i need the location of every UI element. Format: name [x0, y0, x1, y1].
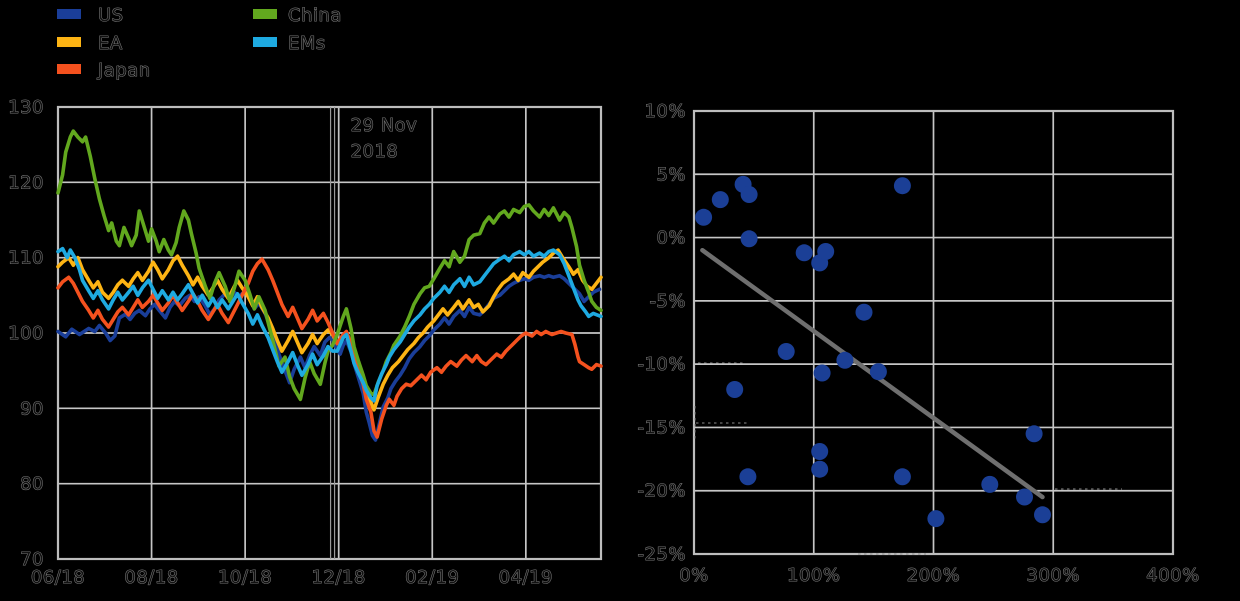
x-tick-label: 0%	[679, 565, 709, 586]
legend-swatch-us	[57, 9, 81, 19]
x-tick-label: 04/19	[499, 567, 553, 588]
legend-label-china: China	[288, 5, 342, 26]
y-tick-label: 10%	[644, 101, 686, 122]
scatter-point	[927, 510, 945, 528]
scatter-point	[740, 186, 758, 203]
scatter-point	[836, 351, 854, 369]
scatter-point	[893, 177, 911, 195]
scatter-point	[817, 243, 835, 260]
plot-border	[692, 109, 1175, 556]
x-tick-label: 10/18	[218, 567, 272, 588]
legend-label-us: US	[98, 5, 124, 26]
y-tick-label: -25%	[637, 544, 686, 565]
legend-label-ea: EA	[98, 33, 123, 54]
scatter-point	[1034, 506, 1051, 524]
scatter-point	[726, 381, 744, 398]
x-tick-label: 02/19	[405, 567, 459, 588]
x-tick-label: 400%	[1146, 565, 1199, 586]
y-tick-label: 70	[20, 549, 44, 570]
y-tick-label: -5%	[649, 291, 686, 312]
scatter-point	[740, 230, 758, 248]
scatter-point	[855, 303, 873, 321]
legend-swatch-ea	[57, 37, 81, 47]
x-tick-label: 200%	[907, 565, 960, 586]
legend-label-ems: EMs	[288, 33, 326, 54]
y-tick-label: 110	[8, 248, 44, 269]
y-tick-label: 5%	[656, 164, 686, 185]
series-line-china	[56, 129, 603, 402]
x-tick-label: 08/18	[124, 567, 178, 588]
y-tick-label: 90	[20, 398, 44, 419]
legend-swatch-japan	[57, 64, 81, 74]
scatter-point	[813, 364, 831, 382]
y-tick-label: -15%	[637, 417, 686, 438]
series-line-japan	[56, 257, 603, 439]
scatter-point	[711, 191, 729, 209]
scatter-point	[1016, 488, 1033, 506]
series-line-us	[56, 273, 602, 442]
x-tick-label: 100%	[787, 565, 840, 586]
y-tick-label: 130	[8, 97, 44, 118]
x-tick-label: 300%	[1027, 565, 1080, 586]
x-tick-label: 12/18	[312, 567, 366, 588]
y-tick-label: -10%	[637, 354, 686, 375]
y-tick-label: 120	[8, 172, 44, 193]
event-annotation-line1: 29 Nov	[351, 115, 418, 136]
legend: US EA Japan China EMs	[57, 5, 342, 81]
x-tick-label: 06/18	[31, 567, 85, 588]
scatter-point	[795, 244, 813, 262]
y-tick-label: 0%	[656, 228, 686, 249]
legend-swatch-china	[253, 9, 277, 19]
scatter-point	[695, 208, 713, 226]
scatter-point	[893, 468, 911, 486]
scatter-point	[981, 475, 999, 493]
scatter-point	[739, 468, 757, 486]
y-tick-label: 100	[8, 323, 44, 344]
legend-swatch-ems	[253, 37, 277, 47]
scatter-point	[811, 443, 829, 460]
scatter-point	[811, 460, 829, 478]
series-line-ems	[56, 246, 603, 403]
event-annotation-line2: 2018	[351, 141, 399, 162]
scatter-point	[1025, 425, 1043, 443]
y-tick-label: -20%	[637, 481, 686, 502]
legend-label-japan: Japan	[97, 60, 151, 81]
scatter-chart: 10%5%0%-5%-10%-15%-20%-25%0% 100% 200% 300%…	[637, 101, 1200, 587]
scatter-point	[777, 343, 795, 360]
y-tick-label: 80	[20, 474, 44, 495]
scatter-point	[869, 363, 887, 381]
